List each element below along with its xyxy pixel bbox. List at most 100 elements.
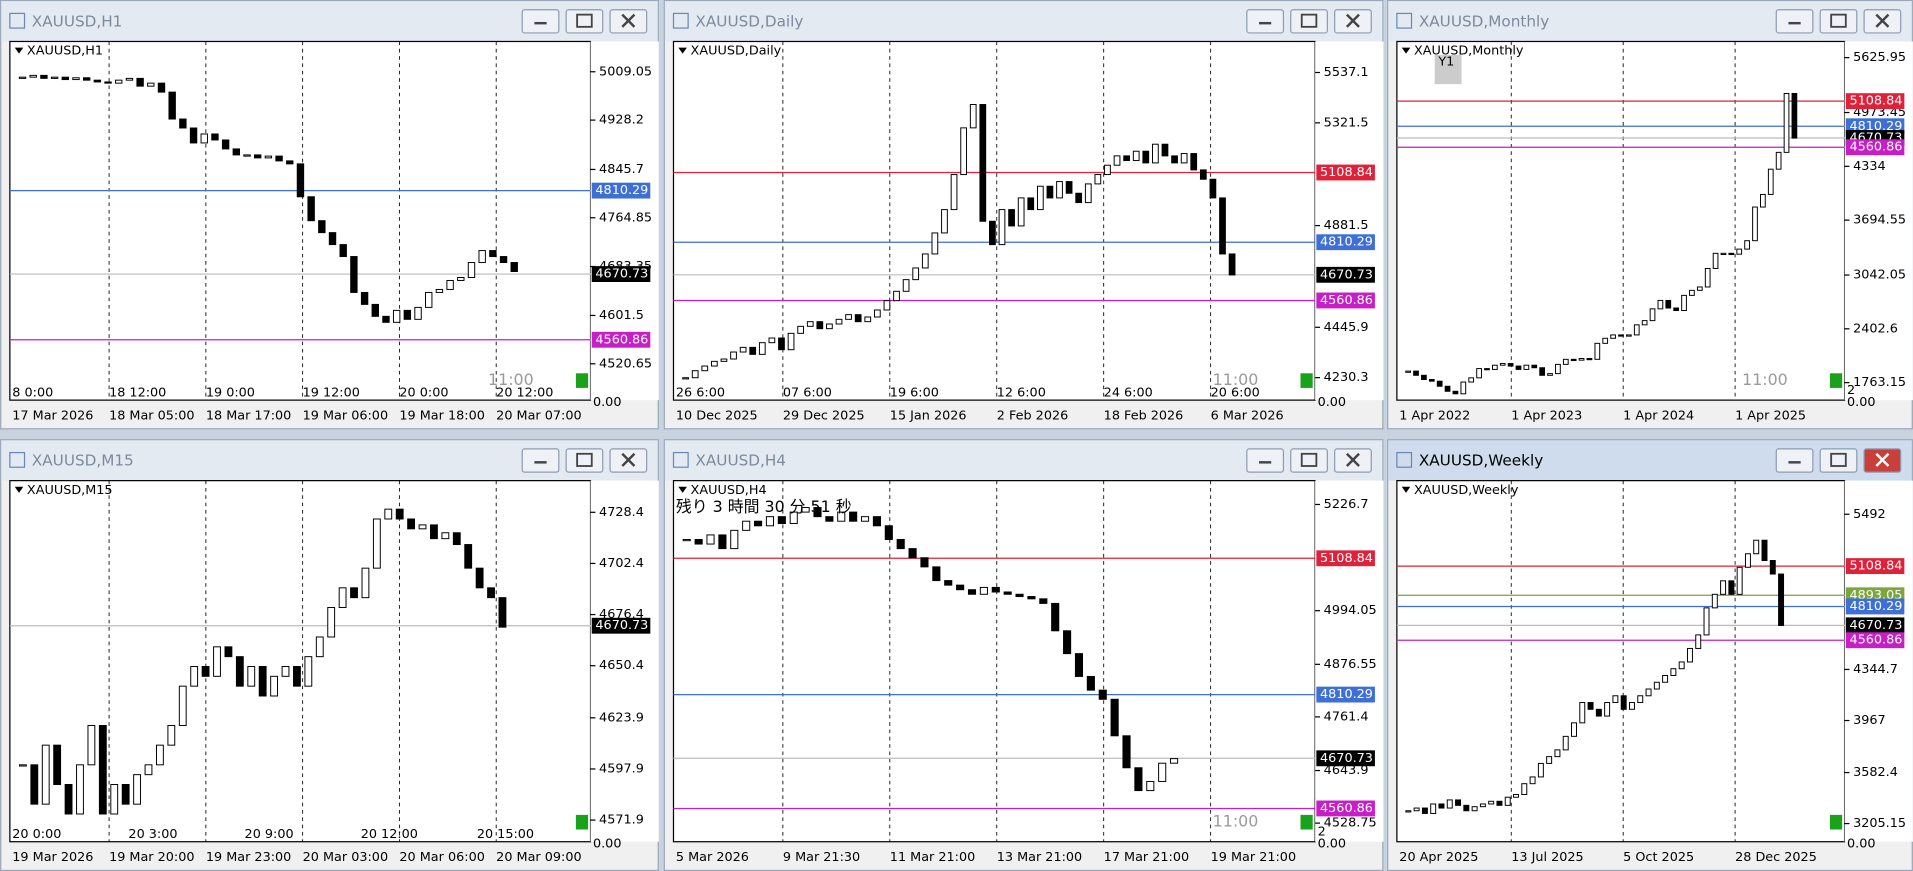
candle [1104,164,1111,176]
price-tag-label: 5108.84 [1320,551,1373,566]
candle [213,646,221,677]
candle [1065,181,1073,194]
candle [778,337,785,351]
candle [1455,799,1462,806]
candle [710,360,718,367]
price-tag-label: 4560.86 [1320,293,1373,308]
candle [1491,364,1498,370]
price-tag-label: 5108.84 [1849,559,1902,574]
candle [147,82,155,87]
candle [849,511,858,522]
price-tag [1845,139,1905,156]
candle [1430,803,1437,814]
candle [1161,143,1169,157]
candle [1744,553,1751,568]
price-tag-label: 4670.73 [1320,751,1373,766]
x-tick-label: 10 Dec 2025 [676,408,758,423]
window-button-min[interactable] [1246,448,1285,473]
window-button-min[interactable] [1775,9,1814,34]
candle [110,784,119,815]
sub-tick-label: 0.00 [593,837,622,852]
candle [730,351,737,360]
price-tag-label: 4670.73 [595,267,648,282]
price-tag [1845,598,1905,615]
x-tick-label: 6 Mar 2026 [1211,408,1284,423]
x-tick-label: 11 Mar 21:00 [890,850,975,865]
candle [1587,702,1594,710]
candle [1228,253,1236,276]
candle [1657,299,1664,310]
candle [739,346,747,353]
x-tick-label: 19 Mar 23:00 [206,850,291,865]
candle [1618,334,1624,337]
candle [1778,573,1785,626]
x-tick-label: 2 Feb 2026 [997,408,1069,423]
x-tick-label: 17 Mar 21:00 [1104,850,1189,865]
candle [1547,373,1553,376]
candle [1633,324,1640,336]
candle [1736,248,1743,255]
y-tick-label: 4344.7 [1853,662,1898,677]
window-button-max[interactable] [1819,448,1858,473]
chart-label: XAUUSD,Daily [691,44,782,59]
candle [235,656,244,687]
window-button-min[interactable] [1775,448,1814,473]
candle [1555,363,1561,375]
candle [1074,653,1084,677]
y-tick-label: 4761.4 [1324,709,1369,724]
window-button-max[interactable] [1290,9,1328,34]
sub-tick-label: 0.00 [1847,837,1876,852]
candle [1056,181,1063,199]
candle [221,139,230,150]
candle [189,127,198,144]
candle [1629,702,1635,710]
window-button-max[interactable] [565,9,604,34]
x-tick-label: 20 Mar 07:00 [496,408,581,423]
window-button-min[interactable] [1246,9,1285,34]
candle [414,306,422,320]
candle [136,77,144,87]
candle [115,79,123,84]
candle [1051,602,1060,632]
candle [1515,365,1522,370]
icon [1300,13,1318,28]
candle [1110,698,1119,737]
sub-tick-label: 0.00 [1318,837,1347,852]
candle [384,508,393,520]
y-tick-label: 4520.65 [599,356,652,371]
window-button-min[interactable] [521,448,560,473]
candle [1098,689,1107,700]
candle [307,196,315,222]
candle [742,520,751,531]
candle [1753,539,1760,555]
candle [835,318,843,325]
candle [706,534,715,545]
window-button-min[interactable] [521,9,560,34]
candle [1791,92,1798,139]
x-tick-label: 20 Mar 06:00 [399,850,484,865]
candle [1769,560,1776,575]
x-tick-label: 29 Dec 2025 [783,408,865,423]
timer: 11:00 [1742,370,1788,389]
chart-window: XAUUSD,H15009.054928.24845.74764.854683.… [0,0,659,430]
chart-window: XAUUSD,M154728.44702.44676.44650.44623.9… [0,439,659,871]
plot-area [1396,40,1846,401]
window-button-max[interactable] [1819,9,1858,34]
price-tag [1845,558,1905,575]
candle [407,518,416,530]
y-tick-label: 4445.9 [1324,320,1369,335]
candle [1562,358,1569,365]
candle [1504,796,1511,806]
window-title: XAUUSD,H4 [695,452,786,470]
period-label: 19 6:00 [890,385,939,400]
window-button-max[interactable] [565,448,604,473]
x-tick-label: 1 Apr 2022 [1399,408,1470,423]
price-axis [1315,41,1384,401]
period-label: 20 6:00 [1211,385,1260,400]
candle [1626,334,1632,337]
x-tick-label: 19 Mar 06:00 [303,408,388,423]
window-button-max[interactable] [1290,448,1328,473]
chart-label: XAUUSD,Weekly [1414,483,1519,498]
candle [29,74,37,78]
